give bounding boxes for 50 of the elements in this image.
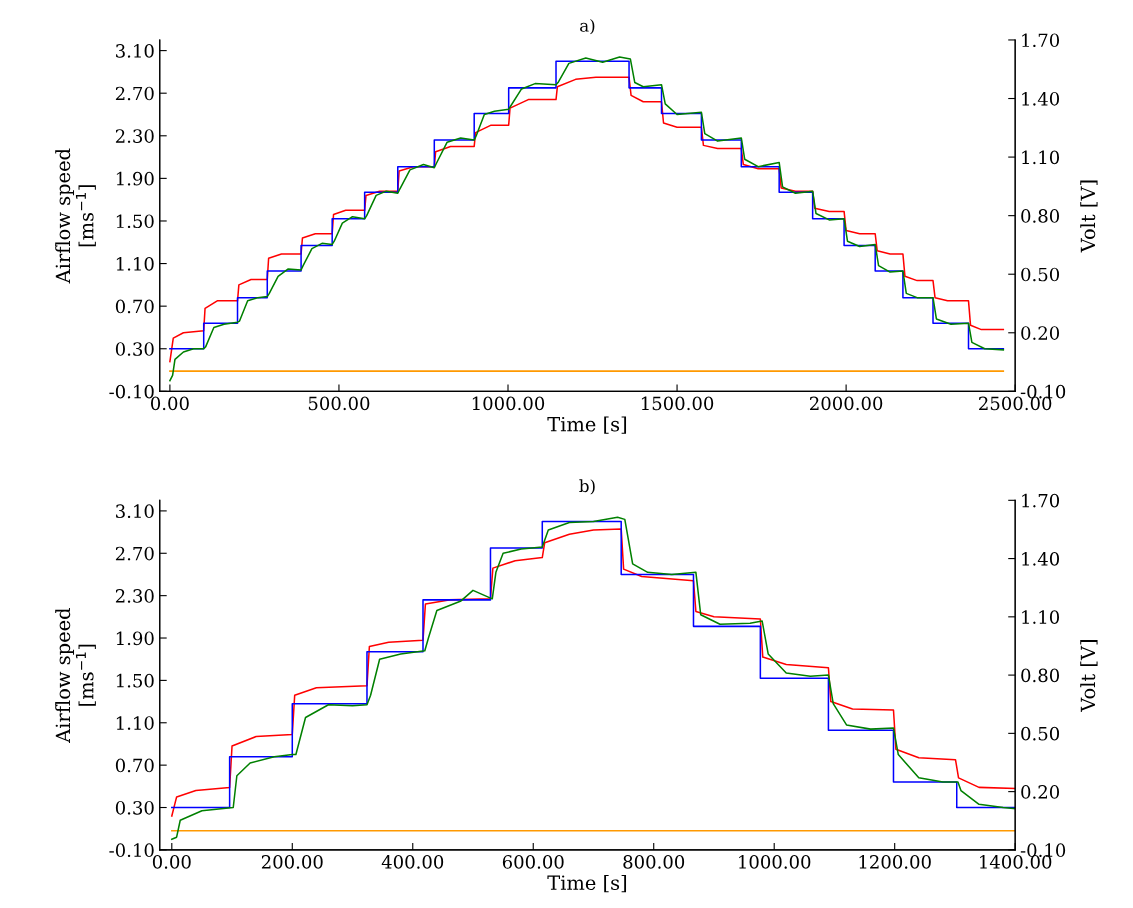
- y-tick-label: 2.30: [115, 129, 154, 143]
- x-tick-label: 1000.00: [739, 855, 811, 869]
- x-tick-label: 1200.00: [859, 855, 931, 869]
- x-tick-label: 400.00: [381, 855, 444, 869]
- y-tick-label: 0.30: [115, 342, 154, 356]
- y-tick-label: -0.10: [109, 843, 154, 857]
- x-tick-label: 1000.00: [472, 396, 545, 411]
- x-tick-label: 2000.00: [810, 396, 883, 411]
- y2-tick-label: 0.20: [1021, 785, 1060, 799]
- y2-tick-label: 1.40: [1022, 552, 1060, 566]
- y-tick-label: 3.10: [116, 44, 154, 58]
- y-tick-label: 1.10: [116, 716, 154, 730]
- y2-tick-label: 0.80: [1021, 209, 1060, 223]
- chart-title: b): [579, 479, 595, 495]
- y2-tick-label: 1.70: [1022, 33, 1060, 48]
- x-axis-title: Time [s]: [547, 875, 627, 893]
- y-tick-label: 0.30: [115, 800, 154, 815]
- x-tick-label: 500.00: [308, 396, 370, 411]
- y2-axis-title: Volt [V]: [1080, 180, 1098, 253]
- y-tick-label: 2.30: [115, 589, 154, 603]
- x-tick-label: 200.00: [261, 855, 323, 869]
- y2-tick-label: 1.70: [1022, 493, 1060, 508]
- x-tick-label: 600.00: [502, 855, 564, 869]
- y2-tick-label: 1.10: [1022, 150, 1060, 165]
- y2-tick-label: 0.50: [1021, 726, 1060, 741]
- y-tick-label: 1.90: [116, 171, 154, 186]
- y-axis-title: Airflow speed [ms$^{−1}$]: [55, 607, 96, 743]
- chart-title: a): [580, 18, 595, 35]
- x-tick-label: 0.00: [152, 855, 191, 869]
- x-tick-label: 800.00: [623, 855, 685, 869]
- y2-tick-label: 1.40: [1022, 91, 1060, 106]
- x-tick-label: 1400.00: [980, 855, 1052, 869]
- y2-axis-title: Volt [V]: [1080, 640, 1098, 712]
- y-tick-label: 1.90: [116, 631, 154, 646]
- y2-tick-label: 0.80: [1021, 668, 1060, 683]
- y-tick-label: 1.10: [116, 257, 154, 271]
- y-tick-label: 1.50: [116, 214, 154, 229]
- y-tick-label: 0.70: [115, 758, 154, 773]
- x-tick-label: 1500.00: [641, 396, 714, 411]
- y-tick-label: 0.70: [115, 299, 154, 314]
- y-tick-label: 1.50: [116, 673, 154, 688]
- y2-tick-label: 0.50: [1021, 267, 1060, 282]
- y-axis-title: Airflow speed [ms$^{−1}$]: [55, 148, 96, 284]
- y2-tick-label: 1.10: [1022, 610, 1060, 624]
- y2-tick-label: -0.10: [1020, 843, 1066, 857]
- y-tick-label: 2.70: [115, 546, 154, 561]
- x-axis-title: Time [s]: [547, 416, 627, 434]
- y2-tick-label: 0.20: [1021, 326, 1060, 340]
- y-tick-label: 2.70: [115, 86, 154, 101]
- y-tick-label: 3.10: [116, 504, 154, 519]
